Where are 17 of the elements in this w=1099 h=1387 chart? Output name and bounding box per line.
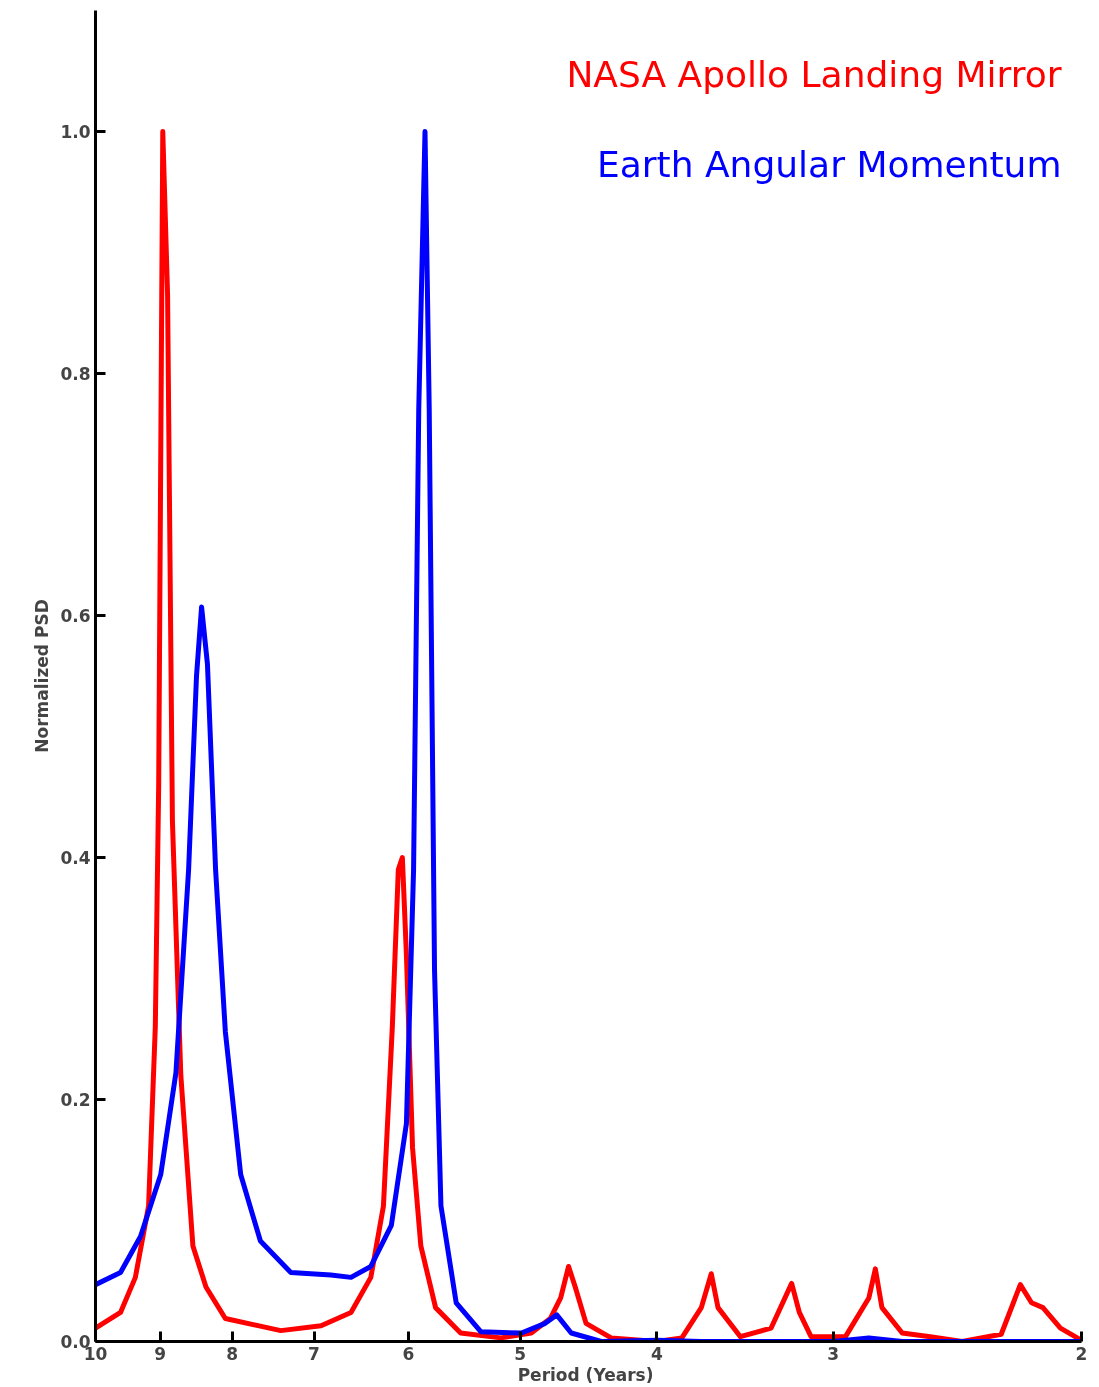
- y-tick-label: 0.2: [60, 1090, 91, 1110]
- x-tick-label: 9: [154, 1343, 166, 1364]
- y-tick-label: 1.0: [60, 122, 91, 142]
- text: NASA Apollo Landing Mirror: [566, 53, 1062, 95]
- x-tick-label: 8: [226, 1343, 239, 1364]
- y-tick-label: 0.4: [60, 848, 91, 868]
- y-tick-label: 0.6: [60, 606, 91, 626]
- x-tick-label: 6: [402, 1343, 415, 1364]
- x-axis-title: Period (Years): [517, 1364, 654, 1385]
- x-tick-label: 5: [514, 1343, 527, 1364]
- x-tick-label: 4: [650, 1343, 663, 1364]
- y-tick-label: 0.8: [60, 364, 91, 384]
- text: Earth Angular Momentum: [596, 143, 1062, 185]
- x-tick-label: 2: [1075, 1343, 1088, 1364]
- y-axis-title: Normalized PSD: [32, 599, 53, 753]
- x-tick-label: 3: [827, 1343, 840, 1364]
- x-tick-label: 7: [308, 1343, 320, 1364]
